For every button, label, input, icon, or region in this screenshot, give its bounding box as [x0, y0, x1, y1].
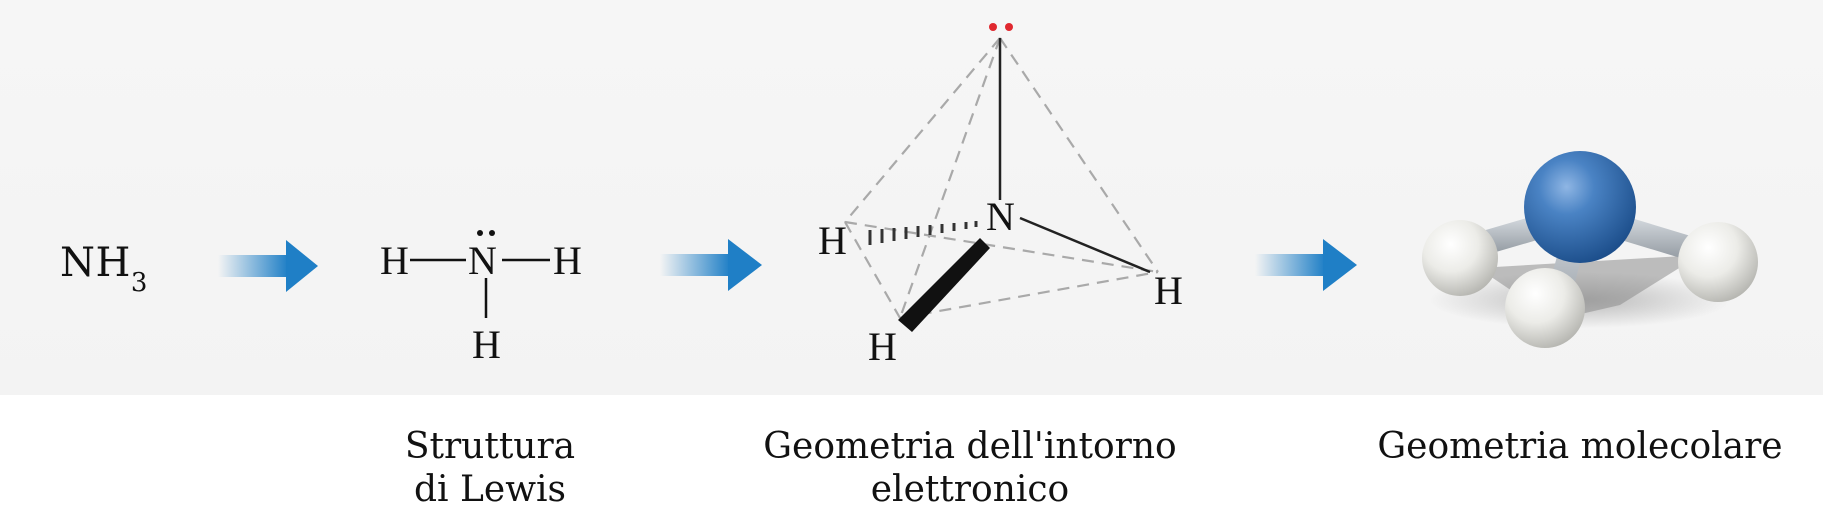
arrow-3 [1255, 239, 1357, 291]
caption-electron-geometry: Geometria dell'intorno elettronico [730, 425, 1210, 511]
caption-geometry-line1: Geometria dell'intorno [763, 426, 1177, 467]
lewis-lone-pair-dot [489, 230, 495, 236]
lone-pair-dot [1005, 23, 1013, 31]
lewis-lone-pair-dot [477, 230, 483, 236]
caption-geometry-line2: elettronico [870, 469, 1070, 510]
molecular-model [1422, 151, 1758, 348]
wedge-bond [898, 238, 990, 332]
caption-lewis-line2: di Lewis [413, 469, 566, 510]
hydrogen-atom-front [1505, 268, 1585, 348]
hydrogen-atom-right [1678, 222, 1758, 302]
lewis-atom-n: N [468, 238, 497, 283]
formula-subscript: 3 [130, 268, 148, 298]
lewis-structure: H N H H [380, 230, 582, 367]
nitrogen-atom [1524, 151, 1636, 263]
lewis-atom-h-left: H [380, 238, 409, 283]
geometry-atom-h-bottom: H [868, 324, 897, 369]
geometry-atom-h-right: H [1154, 268, 1183, 313]
hashed-bond [868, 221, 978, 245]
tetrahedron-edges [844, 37, 1159, 320]
caption-lewis: Struttura di Lewis [360, 425, 620, 511]
formula-nh3: NH3 [60, 240, 148, 298]
caption-molecular-line: Geometria molecolare [1377, 426, 1783, 467]
bond-n-h-right [1019, 216, 1151, 274]
geometry-atom-n: N [986, 194, 1015, 239]
formula-symbol: NH [60, 240, 131, 286]
lewis-atom-h-bottom: H [472, 322, 501, 367]
electron-geometry: N H H H [818, 23, 1183, 369]
geometry-atom-h-left: H [818, 218, 847, 263]
lewis-atom-h-right: H [553, 238, 582, 283]
hydrogen-atom-left [1422, 220, 1498, 296]
lone-pair-dot [989, 23, 997, 31]
arrow-1 [218, 240, 318, 292]
arrow-2 [660, 239, 762, 291]
caption-lewis-line1: Struttura [404, 426, 576, 467]
caption-molecular-geometry: Geometria molecolare [1360, 425, 1800, 468]
